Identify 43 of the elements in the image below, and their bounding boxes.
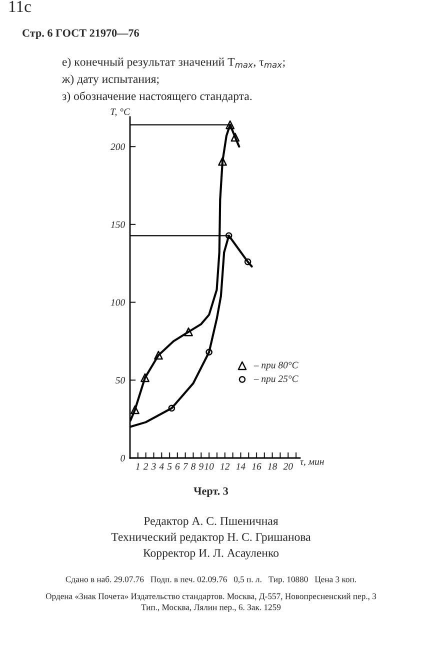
text: з) обозначение настоящего стандарта.	[62, 92, 252, 102]
x-tick-label: 12	[220, 463, 230, 470]
point	[184, 327, 193, 336]
y-tick-label: 50	[116, 377, 126, 384]
text: Технический редактор Н. С. Гришанова	[111, 532, 311, 544]
x-tick-label: 10	[204, 463, 214, 470]
text: е) конечный результат значений T$_{max}$, τ$_{max}$;	[62, 58, 285, 68]
text: Ордена «Знак Почета» Издательство стандартов. Москва, Д-557, Новопресненский пер., 3	[46, 593, 376, 601]
point	[226, 120, 235, 130]
text: Редактор А. С. Пшеничная	[144, 517, 278, 528]
point	[218, 156, 227, 166]
x-tick-label: 9	[199, 463, 204, 470]
y-tick-label: 200	[110, 143, 126, 150]
x-tick-label: 4	[159, 463, 164, 470]
legend-label: – при 25°C	[254, 376, 298, 384]
x-tick-label: 7	[183, 463, 188, 470]
text: 11с	[9, 1, 31, 12]
x-axis-title: τ, мин	[300, 460, 324, 466]
x-tick-label: 3	[151, 463, 156, 470]
y-tick-label: 100	[110, 299, 126, 306]
x-tick-label: 2	[143, 463, 148, 470]
y-axis-title: T, °C	[110, 108, 130, 116]
text: Стр. 6 ГОСТ 21970—76	[22, 29, 139, 40]
text: Черт. 3	[194, 487, 228, 498]
y-tick-label: 0	[120, 454, 126, 462]
point	[230, 132, 240, 142]
text: Сдано в наб. 29.07.76 Подп. в печ. 02.09.76 0,5 п. л. Тир. 10880 Цена 3 коп.	[66, 576, 356, 584]
text: Корректор И. Л. Асауленко	[143, 549, 279, 560]
text: Тип., Москва, Лялин пер., 6. Зак. 1259	[141, 604, 281, 612]
text: ж) дату испытания;	[62, 74, 159, 86]
x-tick-label: 14	[236, 463, 246, 470]
x-tick-label: 8	[191, 463, 196, 470]
x-tick-label: 18	[268, 463, 278, 470]
legend-label: – при 80°C	[254, 362, 298, 370]
x-tick-label: 5	[167, 463, 172, 470]
x-tick-label: 6	[175, 463, 180, 470]
y-tick-label: 150	[110, 221, 126, 228]
point	[154, 350, 163, 360]
point	[140, 373, 150, 382]
x-tick-label: 20	[283, 463, 293, 470]
x-tick-label: 1	[136, 463, 140, 470]
point	[130, 405, 140, 414]
x-tick-label: 16	[252, 463, 262, 470]
